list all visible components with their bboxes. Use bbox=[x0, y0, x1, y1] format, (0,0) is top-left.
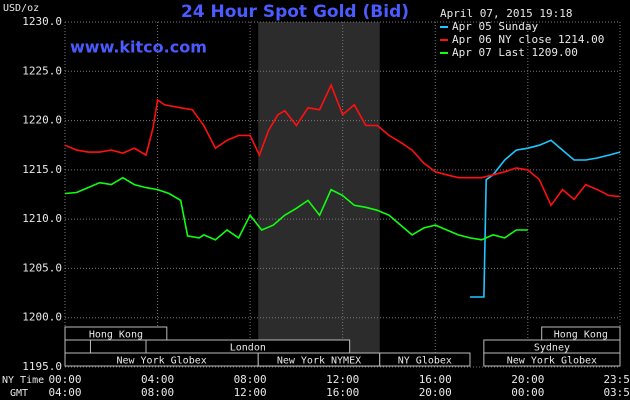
x-tick-label: 04:00 bbox=[141, 373, 174, 386]
session-label: Hong Kong bbox=[554, 330, 608, 341]
x-tick-label: 12:00 bbox=[326, 373, 359, 386]
session-label: New York Globex bbox=[116, 356, 206, 367]
y-axis-label: USD/oz bbox=[3, 3, 39, 14]
x2-tick-label: 03:59 bbox=[603, 386, 630, 399]
session-bar bbox=[379, 352, 471, 367]
session-bar bbox=[64, 326, 168, 341]
session-label: Sydney bbox=[534, 343, 570, 354]
y-tick-label: 1195.0 bbox=[22, 360, 62, 373]
legend-label: Apr 07 Last 1209.00 bbox=[452, 46, 578, 59]
site-label: www.kitco.com bbox=[70, 38, 207, 57]
session-label: Hong Kong bbox=[89, 330, 143, 341]
session-bar bbox=[64, 339, 91, 354]
x2-tick-label: 04:00 bbox=[48, 386, 81, 399]
y-tick-label: 1225.0 bbox=[22, 64, 62, 77]
session-label: London bbox=[230, 343, 266, 354]
x-row-label: NY Time bbox=[2, 375, 44, 386]
shaded-region bbox=[258, 22, 380, 367]
y-tick-label: 1210.0 bbox=[22, 212, 62, 225]
session-label: NY Globex bbox=[398, 356, 452, 367]
chart-title: 24 Hour Spot Gold (Bid) bbox=[181, 2, 409, 22]
y-tick-label: 1215.0 bbox=[22, 163, 62, 176]
plot-area bbox=[64, 21, 621, 368]
series-line bbox=[64, 176, 528, 241]
x2-tick-label: 00:00 bbox=[511, 386, 544, 399]
x2-tick-label: 12:00 bbox=[234, 386, 267, 399]
legend-label: Apr 05 Sunday bbox=[452, 20, 538, 33]
y-tick-label: 1220.0 bbox=[22, 114, 62, 127]
x2-tick-label: 08:00 bbox=[141, 386, 174, 399]
legend-label: Apr 06 NY close 1214.00 bbox=[452, 33, 604, 46]
session-label: New York Globex bbox=[507, 356, 597, 367]
x2-tick-label: 16:00 bbox=[326, 386, 359, 399]
x-tick-label: 08:00 bbox=[234, 373, 267, 386]
x-tick-label: 23:59 bbox=[603, 373, 630, 386]
session-bar bbox=[483, 352, 621, 367]
y-tick-label: 1230.0 bbox=[22, 15, 62, 28]
timestamp: April 07, 2015 19:18 bbox=[440, 7, 572, 20]
y-tick-label: 1205.0 bbox=[22, 261, 62, 274]
y-tick-label: 1200.0 bbox=[22, 311, 62, 324]
session-label: New York NYMEX bbox=[277, 356, 361, 367]
x-tick-label: 16:00 bbox=[419, 373, 452, 386]
x-tick-label: 00:00 bbox=[48, 373, 81, 386]
x2-tick-label: 20:00 bbox=[419, 386, 452, 399]
series-line bbox=[64, 83, 621, 207]
x-tick-label: 20:00 bbox=[511, 373, 544, 386]
x2-row-label: GMT bbox=[10, 388, 28, 399]
